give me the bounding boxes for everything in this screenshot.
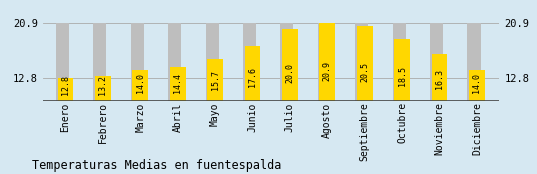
Bar [430,23,443,101]
Bar [168,23,181,101]
Bar [206,23,219,101]
Bar [93,23,106,101]
Text: 20.9: 20.9 [323,61,332,81]
Bar [357,26,373,101]
Bar [467,23,481,101]
Bar [318,23,331,101]
Text: 20.0: 20.0 [285,63,294,83]
Bar [130,23,144,101]
Bar [393,23,405,101]
Text: 14.0: 14.0 [136,73,145,93]
Text: 20.5: 20.5 [360,62,369,82]
Text: 14.0: 14.0 [473,73,482,93]
Bar [207,59,223,101]
Bar [56,23,69,101]
Bar [245,46,260,101]
Text: 16.3: 16.3 [435,69,444,89]
Bar [133,70,148,101]
Bar [243,23,256,101]
Bar [95,76,111,101]
Bar [57,78,73,101]
Bar [355,23,368,101]
Bar [432,54,447,101]
Text: Temperaturas Medias en fuentespalda: Temperaturas Medias en fuentespalda [32,159,281,172]
Text: 15.7: 15.7 [211,70,220,90]
Text: 14.4: 14.4 [173,73,182,93]
Bar [320,23,335,101]
Bar [170,68,185,101]
Text: 12.8: 12.8 [61,75,70,95]
Text: 18.5: 18.5 [397,66,407,86]
Text: 13.2: 13.2 [98,75,107,95]
Text: 17.6: 17.6 [248,67,257,87]
Bar [394,39,410,101]
Bar [280,23,293,101]
Bar [469,70,485,101]
Bar [282,29,297,101]
